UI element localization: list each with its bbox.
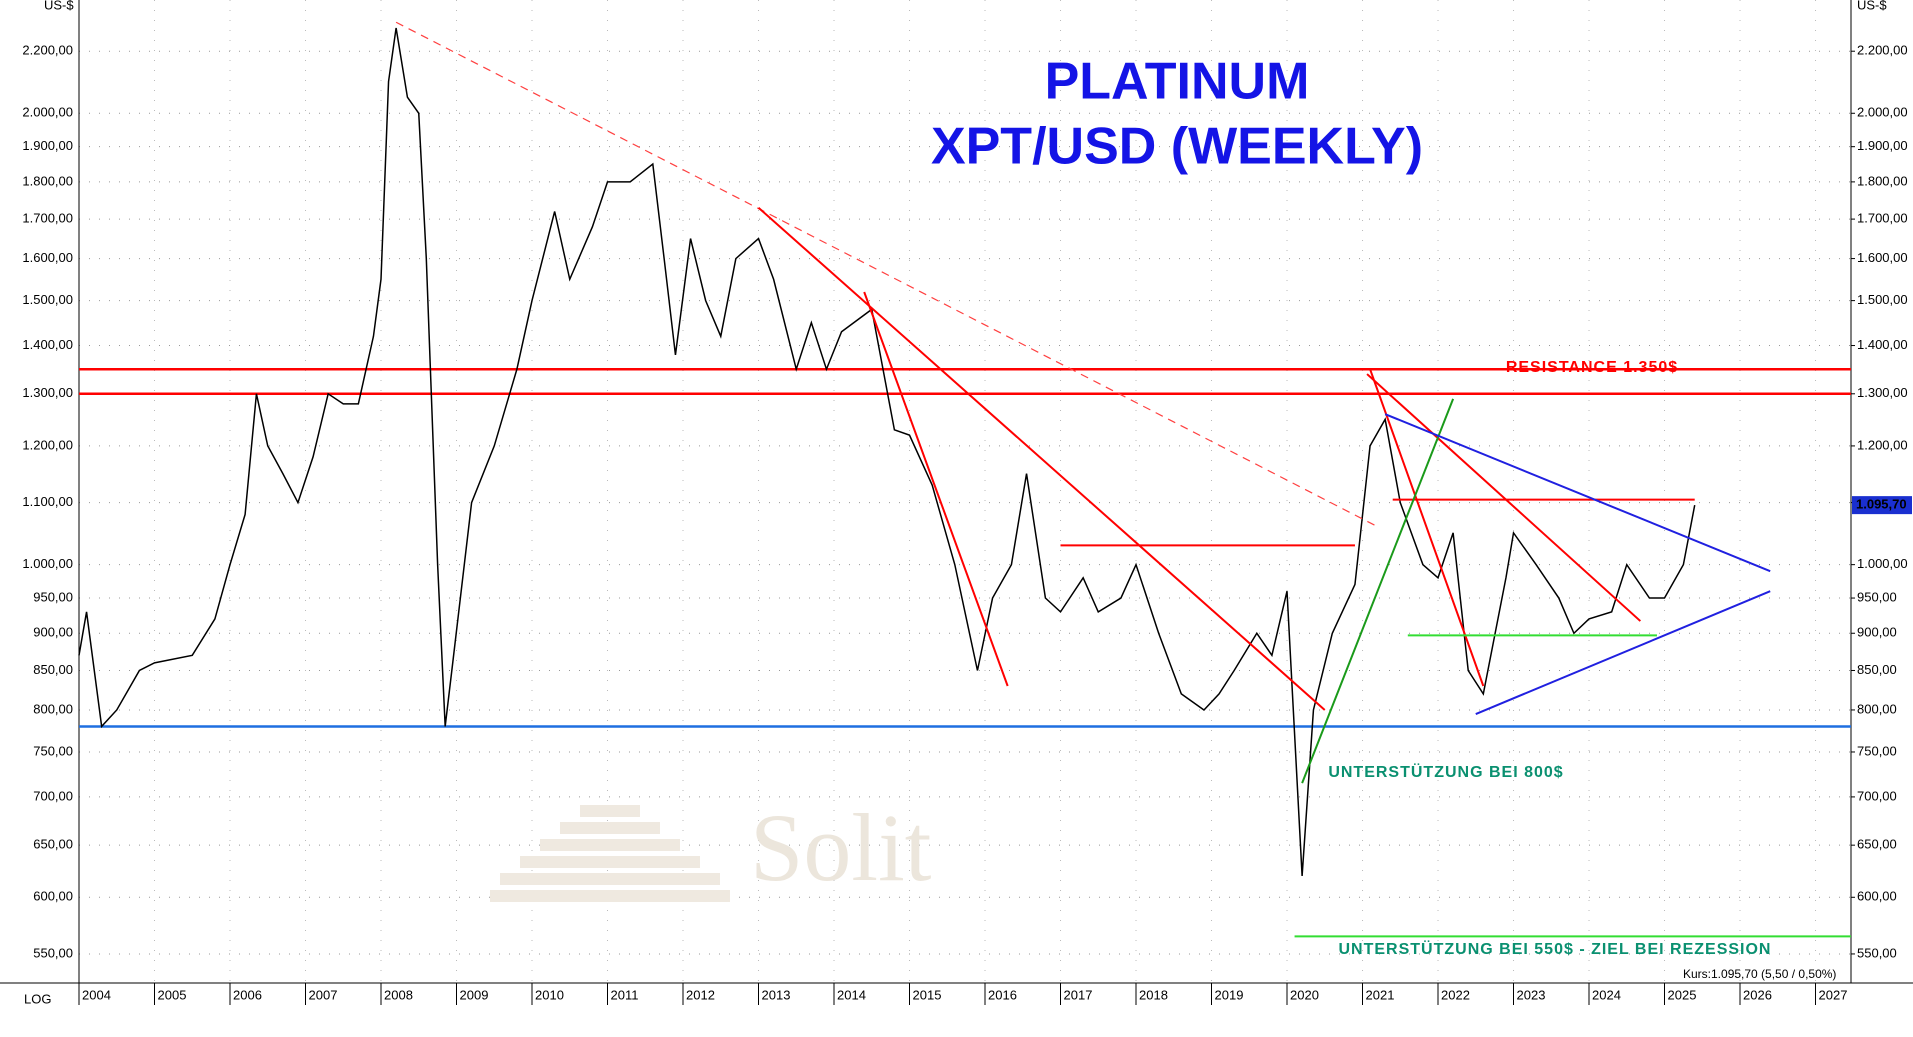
x-tick-label: 2006 [233,987,262,1002]
x-tick-label: 2023 [1517,987,1546,1002]
y-tick-label: 950,00 [33,589,73,604]
y-tick-label: 2.200,00 [22,43,73,58]
trend-line [1366,373,1642,622]
x-tick-label: 2012 [686,987,715,1002]
y-tick-label: 750,00 [1857,743,1897,758]
y-tick-label: 1.800,00 [22,173,73,188]
y-tick-label: 1.600,00 [22,250,73,265]
y-tick-label: 1.900,00 [1857,138,1908,153]
x-tick-label: 2024 [1592,987,1621,1002]
last-price-label: 1.095,70 [1856,497,1907,512]
y-tick-label: 1.400,00 [22,337,73,352]
watermark-logo [490,805,730,902]
y-tick-label: 1.800,00 [1857,173,1908,188]
y-tick-label: 1.400,00 [1857,337,1908,352]
y-tick-label: 1.100,00 [22,494,73,509]
x-tick-label: 2005 [158,987,187,1002]
y-tick-label: 1.300,00 [22,385,73,400]
y-tick-label: 1.600,00 [1857,250,1908,265]
annotation: UNTERSTÜTZUNG BEI 800$ [1328,762,1563,781]
x-tick-label: 2004 [82,987,111,1002]
y-tick-label: 650,00 [1857,837,1897,852]
y-tick-label: 950,00 [1857,589,1897,604]
trend-line [1369,368,1485,687]
y-tick-label: 600,00 [33,889,73,904]
y-tick-label: 2.000,00 [22,105,73,120]
y-unit: US-$ [1857,0,1887,12]
x-tick-label: 2021 [1366,987,1395,1002]
trend-line [1475,590,1771,715]
x-tick-label: 2008 [384,987,413,1002]
x-tick-label: 2015 [913,987,942,1002]
annotation: UNTERSTÜTZUNG BEI 550$ - ZIEL BEI REZESS… [1339,939,1772,958]
trend-line [395,21,1378,528]
x-tick-label: 2018 [1139,987,1168,1002]
y-tick-label: 850,00 [33,662,73,677]
last-price-box [1852,496,1912,515]
y-tick-label: 600,00 [1857,889,1897,904]
y-tick-label: 550,00 [1857,945,1897,960]
y-tick-label: 1.300,00 [1857,385,1908,400]
watermark: Solit [750,794,932,901]
x-tick-label: 2016 [988,987,1017,1002]
x-tick-label: 2010 [535,987,564,1002]
x-tick-label: 2020 [1290,987,1319,1002]
footnote: Kurs:1.095,70 (5,50 / 0,50%) [1683,967,1836,981]
y-tick-label: 550,00 [33,945,73,960]
y-tick-label: 750,00 [33,743,73,758]
y-tick-label: 2.200,00 [1857,43,1908,58]
y-tick-label: 1.500,00 [22,292,73,307]
y-tick-label: 1.700,00 [1857,211,1908,226]
x-tick-label: 2025 [1668,987,1697,1002]
x-tick-label: 2007 [309,987,338,1002]
x-tick-label: 2009 [460,987,489,1002]
y-tick-label: 1.000,00 [1857,556,1908,571]
trend-line [1301,398,1455,784]
chart-title: PLATINUM [1045,53,1310,111]
x-tick-label: 2027 [1819,987,1848,1002]
x-tick-label: 2019 [1215,987,1244,1002]
trend-line [863,291,1009,687]
y-tick-label: 900,00 [33,625,73,640]
chart-subtitle: XPT/USD (WEEKLY) [931,118,1423,176]
annotation: RESISTANCE 1.350$ [1506,359,1678,376]
price-line [78,27,1696,876]
y-tick-label: 800,00 [33,701,73,716]
y-tick-label: 700,00 [33,788,73,803]
y-tick-label: 2.000,00 [1857,105,1908,120]
y-tick-label: 1.000,00 [22,556,73,571]
x-tick-label: 2026 [1743,987,1772,1002]
y-tick-label: 1.200,00 [1857,437,1908,452]
y-tick-label: 650,00 [33,837,73,852]
y-tick-label: 700,00 [1857,788,1897,803]
trend-line [757,206,1326,711]
y-tick-label: 1.200,00 [22,437,73,452]
y-tick-label: 900,00 [1857,625,1897,640]
y-tick-label: 1.700,00 [22,211,73,226]
x-tick-label: 2017 [1064,987,1093,1002]
y-tick-label: 1.900,00 [22,138,73,153]
scale-label: LOG [24,991,51,1006]
y-tick-label: 800,00 [1857,701,1897,716]
x-tick-label: 2014 [837,987,866,1002]
y-tick-label: 850,00 [1857,662,1897,677]
y-unit: US-$ [44,0,74,12]
y-tick-label: 1.500,00 [1857,292,1908,307]
trend-line [1384,413,1771,573]
x-tick-label: 2011 [611,987,639,1002]
x-tick-label: 2022 [1441,987,1470,1002]
x-tick-label: 2013 [762,987,791,1002]
